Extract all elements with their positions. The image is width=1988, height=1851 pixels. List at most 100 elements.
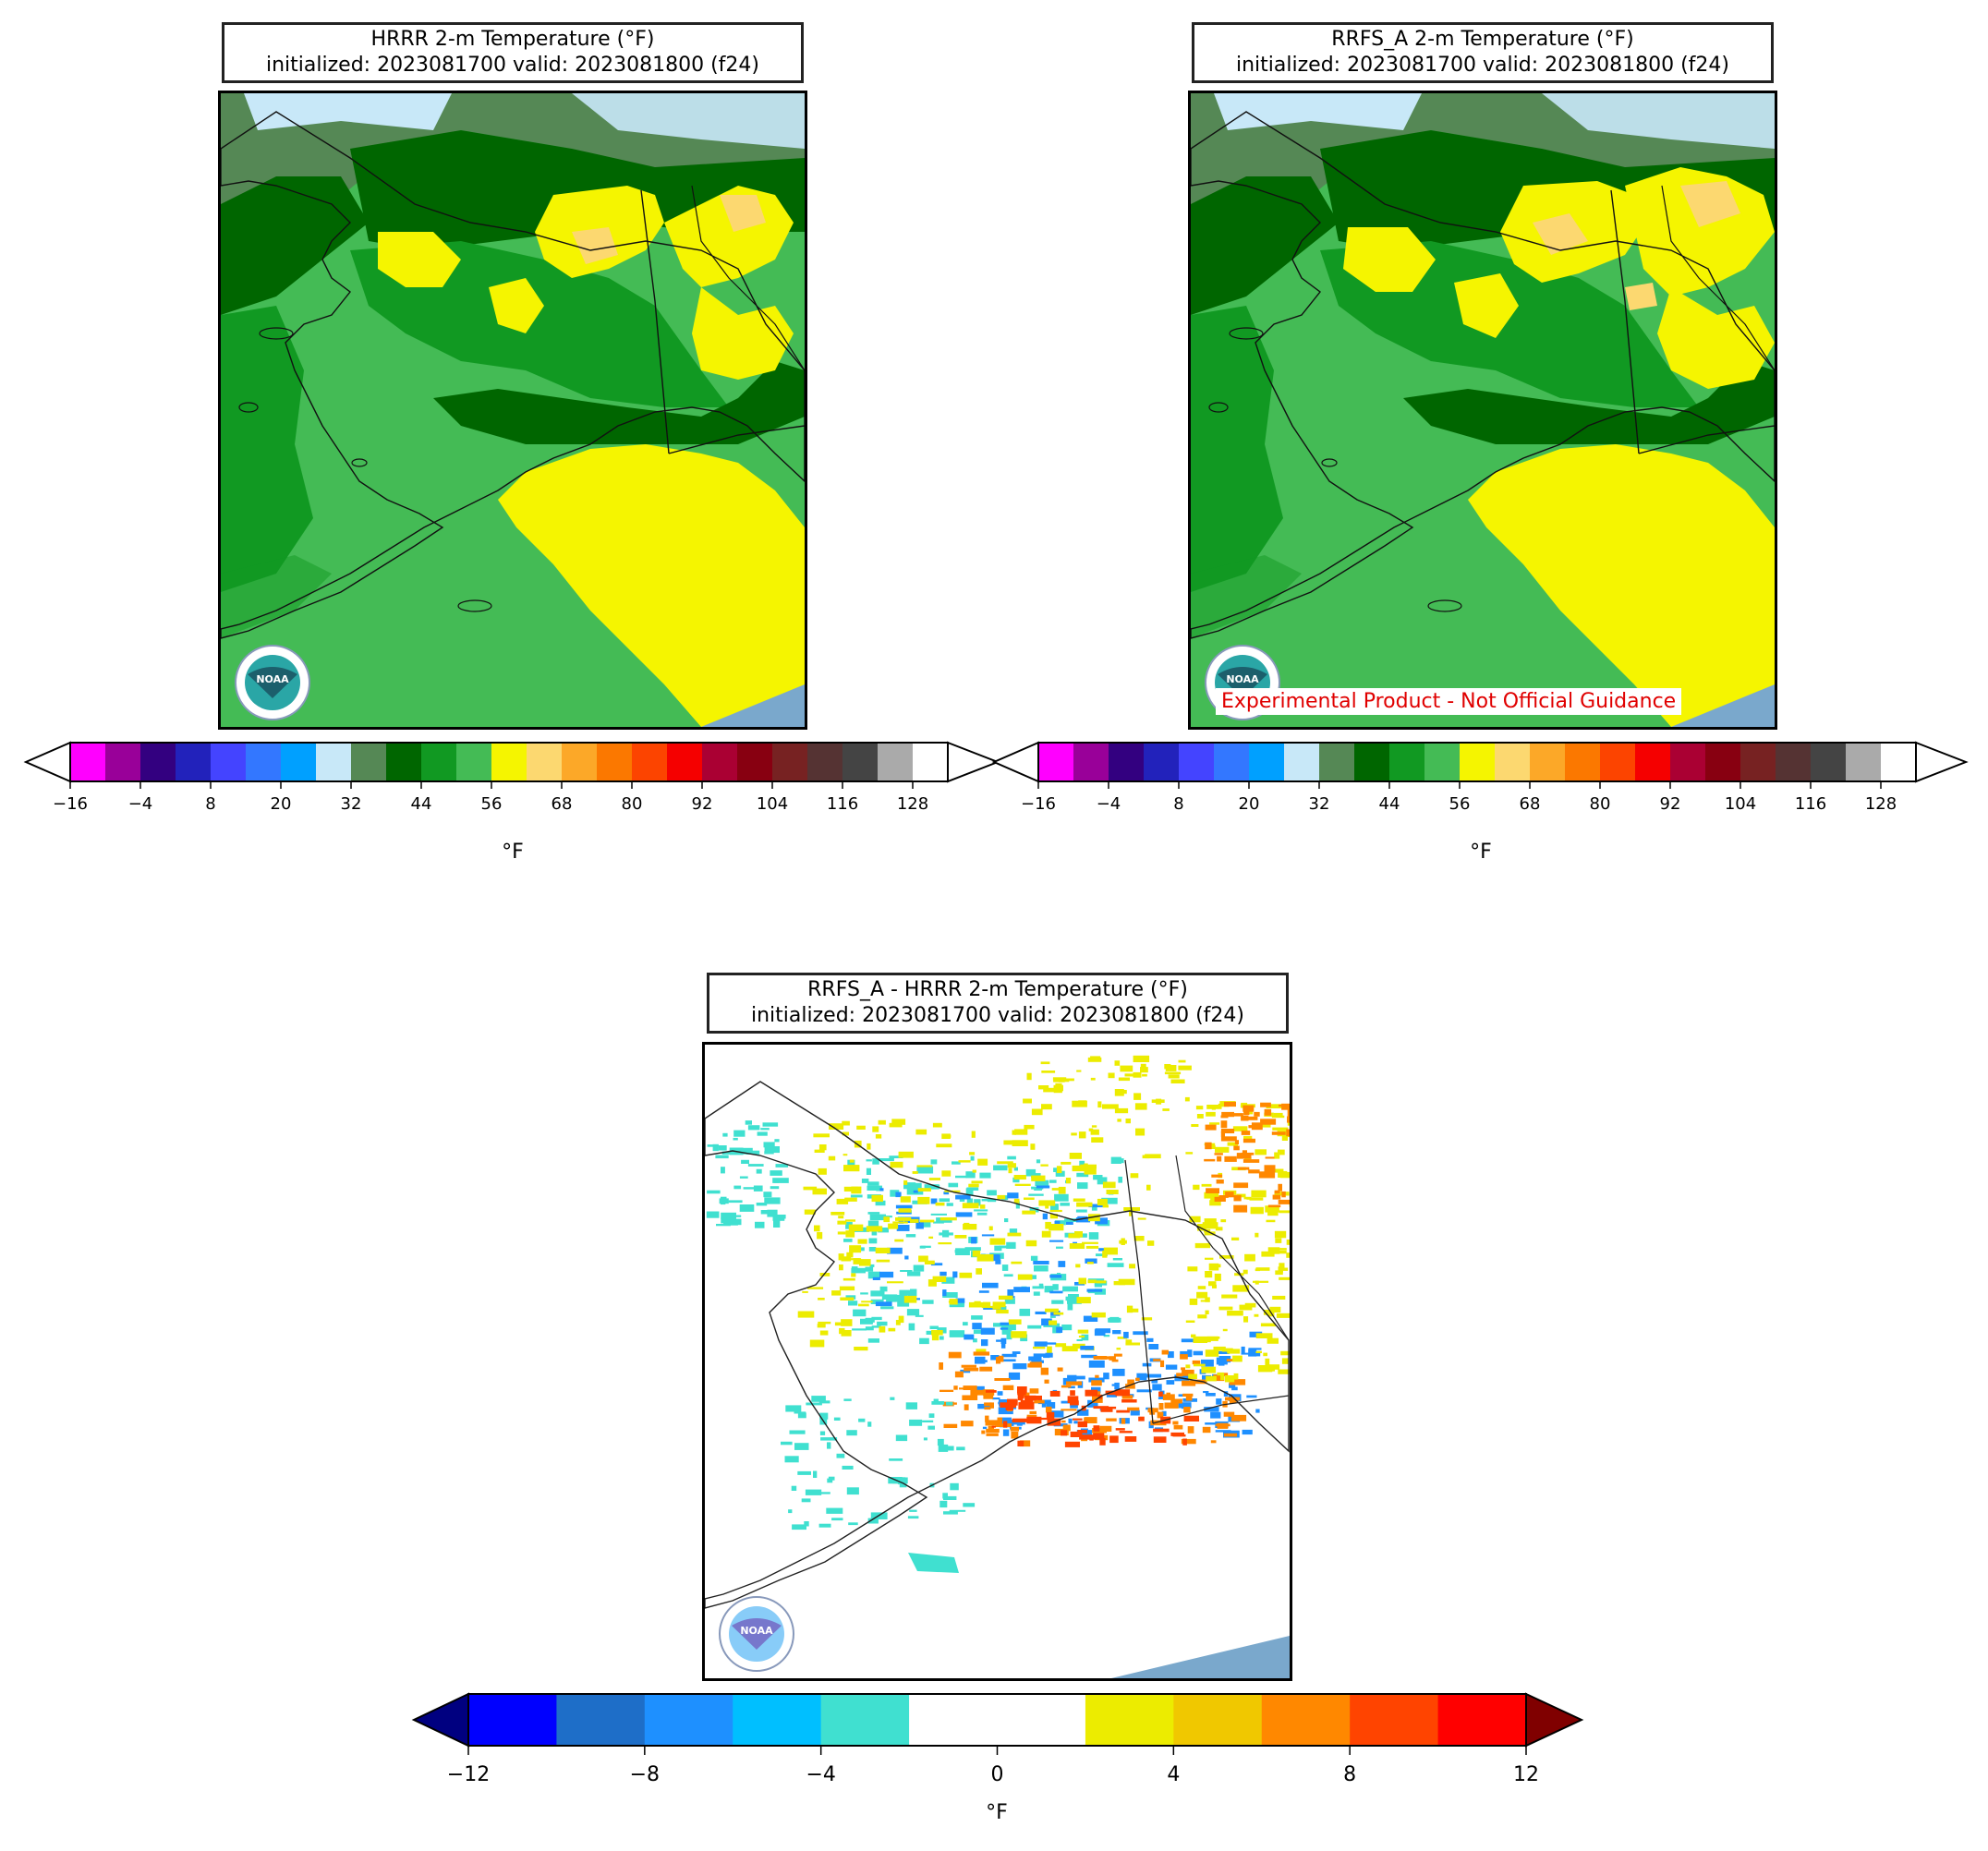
diff-value-patch [1193, 1350, 1203, 1356]
diff-value-patch [1049, 1390, 1061, 1397]
diff-value-patch [1181, 1438, 1196, 1445]
colorbar-under-arrow [23, 741, 71, 783]
diff-value-patch [1088, 1232, 1099, 1240]
diff-value-patch [1232, 1126, 1248, 1131]
diff-value-patch [1117, 1119, 1121, 1122]
diff-value-patch [1155, 1437, 1159, 1440]
colorbar-segment [1389, 743, 1425, 781]
colorbar-segment [1437, 1694, 1527, 1746]
diff-value-patch [1145, 1154, 1161, 1159]
colorbar-tick-label: 104 [1725, 794, 1756, 814]
diff-value-patch [1127, 1379, 1134, 1385]
diff-value-patch [753, 1185, 763, 1192]
diff-value-patch [974, 1199, 981, 1206]
map-hrrr[interactable] [218, 91, 807, 730]
diff-value-patch [924, 1184, 939, 1190]
diff-value-patch [1213, 1374, 1225, 1382]
colorbar-segment [997, 1694, 1086, 1746]
diff-value-patch [1053, 1080, 1066, 1083]
diff-value-patch [1278, 1149, 1285, 1155]
diff-value-patch [930, 1213, 947, 1216]
map-diff[interactable] [702, 1042, 1292, 1681]
diff-value-patch [1056, 1246, 1063, 1249]
diff-value-patch [1001, 1353, 1017, 1358]
diff-value-patch [1187, 1426, 1194, 1434]
diff-value-patch [706, 1211, 720, 1218]
diff-value-patch [896, 1225, 910, 1231]
diff-value-patch [733, 1130, 746, 1137]
diff-value-patch [1067, 1396, 1079, 1404]
diff-value-patch [1055, 1170, 1065, 1177]
diff-value-patch [1011, 1331, 1027, 1338]
diff-value-patch [1271, 1115, 1285, 1119]
map-rrfs[interactable] [1188, 91, 1777, 730]
diff-value-patch [910, 1288, 917, 1297]
diff-value-patch [1049, 1209, 1062, 1213]
colorbar-segment [632, 743, 668, 781]
diff-value-patch [775, 1164, 789, 1167]
diff-value-patch [861, 1179, 869, 1183]
diff-value-patch [1248, 1348, 1262, 1350]
diff-value-patch [945, 1401, 953, 1406]
land-temperature-zone [1191, 306, 1283, 592]
diff-value-patch [1246, 1107, 1251, 1109]
colorbar-segment [1776, 743, 1812, 781]
diff-value-patch [939, 1217, 957, 1221]
diff-value-patch [843, 1398, 852, 1401]
diff-value-patch [1172, 1421, 1179, 1425]
diff-value-patch [1086, 1288, 1103, 1292]
diff-value-patch [892, 1221, 908, 1224]
diff-value-patch [867, 1143, 871, 1150]
diff-value-patch [868, 1238, 878, 1244]
diff-value-patch [983, 1301, 991, 1307]
diff-value-patch [941, 1276, 955, 1284]
colorbar-segment [527, 743, 563, 781]
diff-value-patch [1041, 1230, 1051, 1238]
diff-value-patch [1062, 1424, 1071, 1432]
diff-value-patch [930, 1263, 943, 1266]
diff-value-patch [859, 1259, 871, 1266]
diff-value-patch [1007, 1289, 1014, 1297]
diff-value-patch [1014, 1129, 1028, 1135]
colorbar-tick-label: −4 [806, 1763, 835, 1786]
diff-value-patch [1161, 1410, 1167, 1416]
diff-value-patch [981, 1339, 988, 1347]
diff-value-patch [858, 1303, 869, 1307]
diff-value-patch [1153, 1359, 1161, 1361]
diff-value-patch [1071, 1132, 1077, 1136]
diff-value-patch [1030, 1255, 1038, 1261]
diff-value-patch [1127, 1407, 1140, 1411]
diff-value-patch [1161, 1349, 1169, 1355]
diff-value-patch [954, 1371, 964, 1378]
diff-value-patch [1065, 1178, 1072, 1184]
diff-value-patch [1200, 1300, 1208, 1302]
diff-value-patch [1258, 1171, 1276, 1179]
diff-value-patch [1269, 1251, 1287, 1254]
diff-value-patch [841, 1330, 852, 1337]
diff-value-patch [984, 1407, 991, 1410]
diff-value-patch [1166, 1380, 1175, 1385]
diff-value-patch [1286, 1252, 1290, 1258]
diff-value-patch [838, 1216, 844, 1219]
diff-value-patch [915, 1222, 924, 1229]
diff-value-patch [763, 1192, 772, 1198]
diff-value-patch [928, 1178, 940, 1180]
diff-value-patch [999, 1245, 1012, 1249]
diff-value-patch [1251, 1190, 1267, 1198]
diff-value-patch [1205, 1257, 1214, 1260]
diff-value-patch [1075, 1217, 1091, 1223]
diff-value-patch [1267, 1210, 1279, 1216]
diff-value-patch [1014, 1183, 1031, 1186]
diff-value-patch [1134, 1103, 1147, 1110]
diff-value-patch [1116, 1409, 1130, 1413]
diff-value-patch [1255, 1149, 1267, 1155]
no-data-corner [701, 684, 805, 727]
diff-value-patch [851, 1273, 856, 1277]
diff-value-patch [1241, 1352, 1253, 1355]
diff-value-patch [895, 1204, 913, 1209]
diff-value-patch [939, 1198, 950, 1203]
diff-value-patch [1072, 1165, 1088, 1172]
diff-value-patch [1061, 1385, 1072, 1388]
diff-value-patch [858, 1418, 866, 1422]
diff-value-patch [943, 1511, 958, 1515]
